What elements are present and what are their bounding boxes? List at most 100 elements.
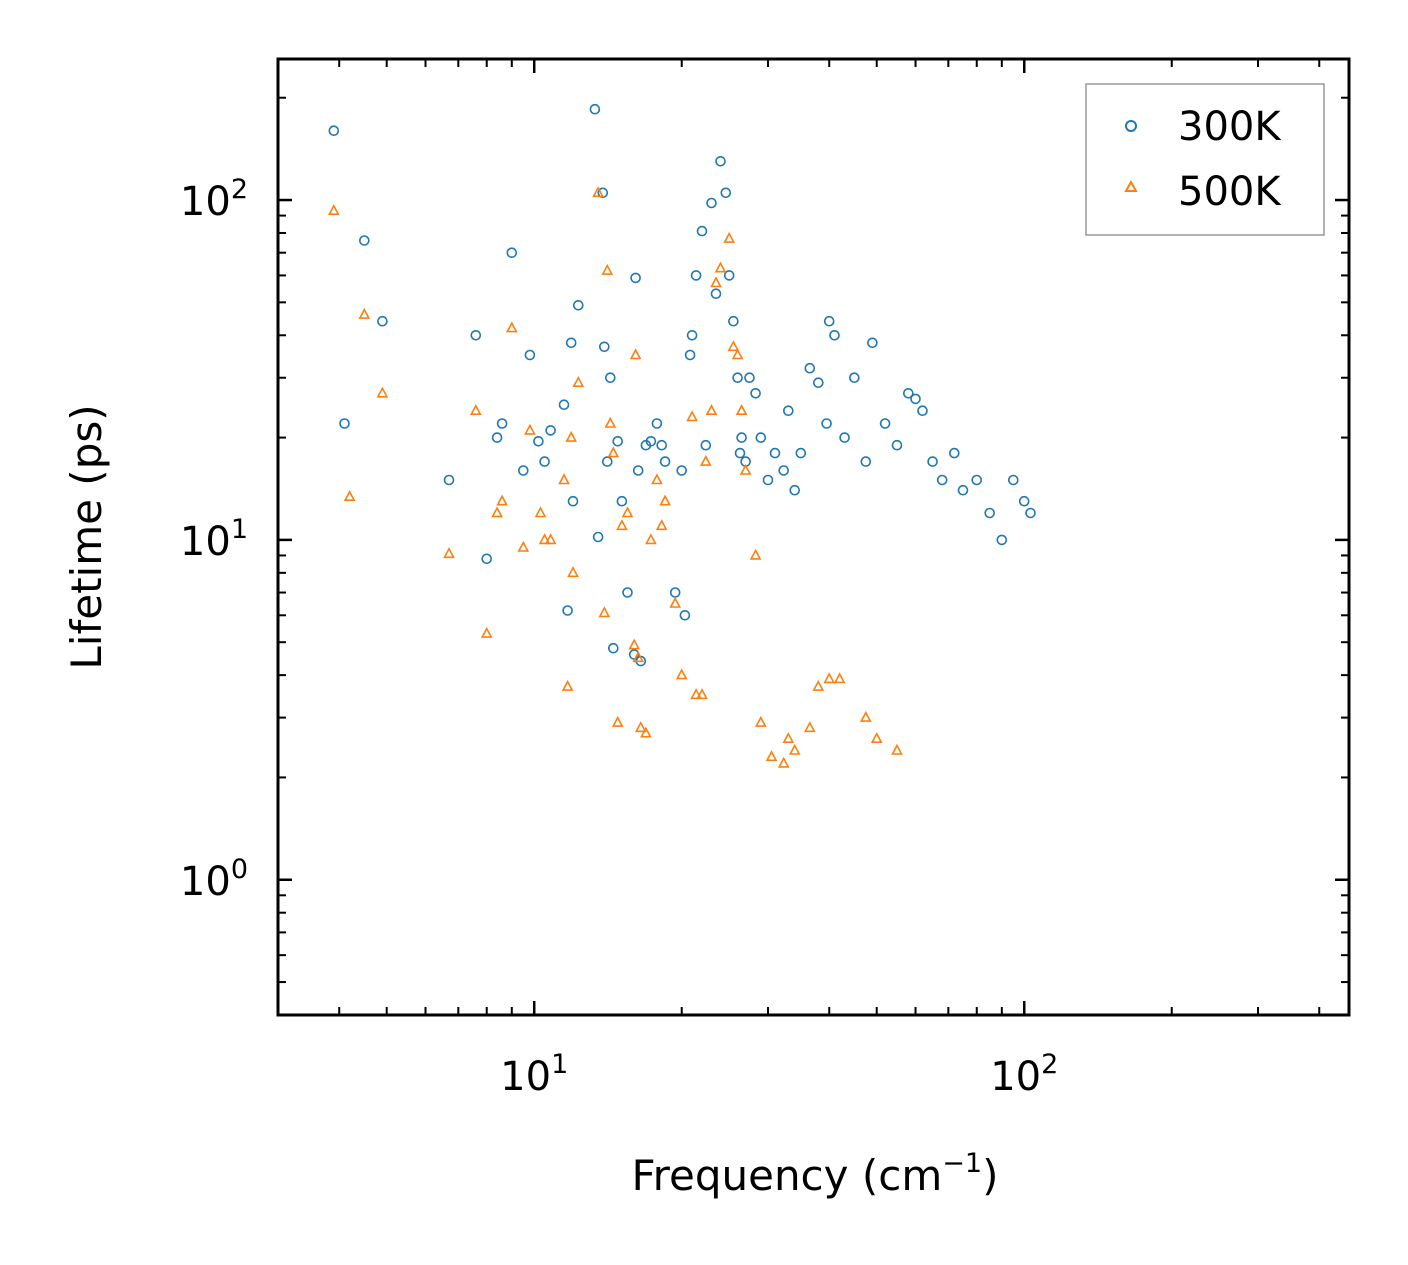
point-300K [839, 432, 850, 443]
legend-label-300k: 300K [1178, 104, 1282, 150]
point-300K [902, 387, 914, 399]
point-300K [377, 315, 388, 327]
point-300K [524, 349, 536, 361]
point-300K [496, 418, 508, 429]
point-300K [1025, 507, 1036, 519]
point-500K [645, 533, 657, 545]
point-500K [505, 321, 518, 333]
plot-frame [276, 57, 1351, 1017]
point-500K [723, 231, 736, 243]
point-500K [696, 688, 708, 700]
point-300K [565, 337, 577, 349]
point-300K [867, 337, 878, 349]
point-300K [812, 377, 824, 389]
point-500K [782, 731, 795, 744]
point-300K [734, 447, 746, 459]
point-300K [744, 372, 755, 384]
point-500K [739, 463, 752, 475]
point-300K [848, 372, 860, 384]
point-500K [754, 715, 767, 727]
legend-marker-300k [1125, 120, 1137, 132]
point-300K [567, 495, 579, 507]
point-300K [676, 465, 688, 476]
point-500K [735, 403, 748, 416]
point-500K [777, 756, 790, 768]
y-axis-label: Lifetime (ps) [62, 404, 111, 669]
point-300K [443, 474, 455, 486]
point-300K [829, 329, 840, 341]
point-300K [470, 329, 482, 341]
point-300K [669, 587, 681, 598]
point-300K [996, 534, 1008, 546]
point-500K [358, 307, 371, 319]
point-500K [632, 651, 645, 663]
point-500K [710, 276, 722, 288]
point-500K [376, 386, 389, 398]
point-500K [469, 403, 482, 416]
point-300K [645, 435, 657, 447]
scatter-points [327, 103, 1036, 768]
point-500K [491, 506, 503, 518]
point-500K [567, 566, 579, 578]
point-300K [358, 235, 370, 246]
point-500K [628, 638, 641, 650]
point-500K [443, 547, 455, 559]
point-300K [539, 456, 550, 467]
point-500K [655, 519, 668, 531]
point-500K [561, 679, 574, 691]
point-500K [640, 726, 652, 738]
point-300K [696, 225, 708, 237]
point-300K [723, 270, 735, 281]
point-300K [517, 465, 529, 476]
point-300K [659, 456, 671, 467]
point-500K [592, 186, 604, 198]
point-500K [823, 672, 836, 684]
point-300K [598, 341, 610, 353]
point-300K [651, 418, 663, 429]
y-tick-label: 100 [180, 854, 248, 905]
point-500K [538, 533, 551, 545]
point-500K [699, 454, 712, 466]
point-300K [891, 439, 903, 451]
legend-frame [1085, 83, 1325, 236]
point-500K [727, 340, 740, 352]
point-300K [778, 465, 790, 476]
point-500K [524, 423, 536, 435]
point-300K [710, 288, 722, 300]
point-300K [927, 456, 938, 467]
point-500K [749, 548, 762, 560]
point-300K [879, 418, 891, 429]
point-500K [565, 430, 578, 442]
point-300K [769, 447, 781, 459]
x-tick-label: 102 [990, 1049, 1058, 1100]
tick-labels: 101 102 100 101 102 [180, 174, 1058, 1100]
point-500K [616, 519, 628, 531]
point-300K [597, 187, 609, 199]
point-300K [612, 435, 624, 447]
point-300K [679, 609, 691, 621]
point-300K [736, 432, 747, 443]
point-300K [481, 553, 493, 565]
legend: 300K 500K [1085, 83, 1325, 236]
point-300K [589, 103, 601, 115]
point-300K [750, 387, 761, 399]
point-300K [1018, 495, 1030, 507]
point-500K [690, 688, 702, 700]
point-300K [948, 447, 960, 459]
point-300K [686, 329, 698, 341]
point-300K [506, 247, 518, 258]
point-500K [327, 203, 340, 215]
point-300K [1007, 474, 1019, 486]
x-axis-label: Frequency (cm−1) [632, 1148, 999, 1200]
point-300K [684, 349, 696, 361]
point-300K [755, 432, 767, 443]
point-500K [601, 263, 614, 275]
point-300K [957, 484, 969, 496]
point-500K [870, 731, 883, 744]
point-500K [496, 494, 508, 506]
point-300K [728, 315, 739, 327]
point-500K [480, 626, 493, 638]
point-300K [860, 456, 872, 467]
point-300K [789, 484, 801, 496]
point-300K [821, 418, 832, 429]
